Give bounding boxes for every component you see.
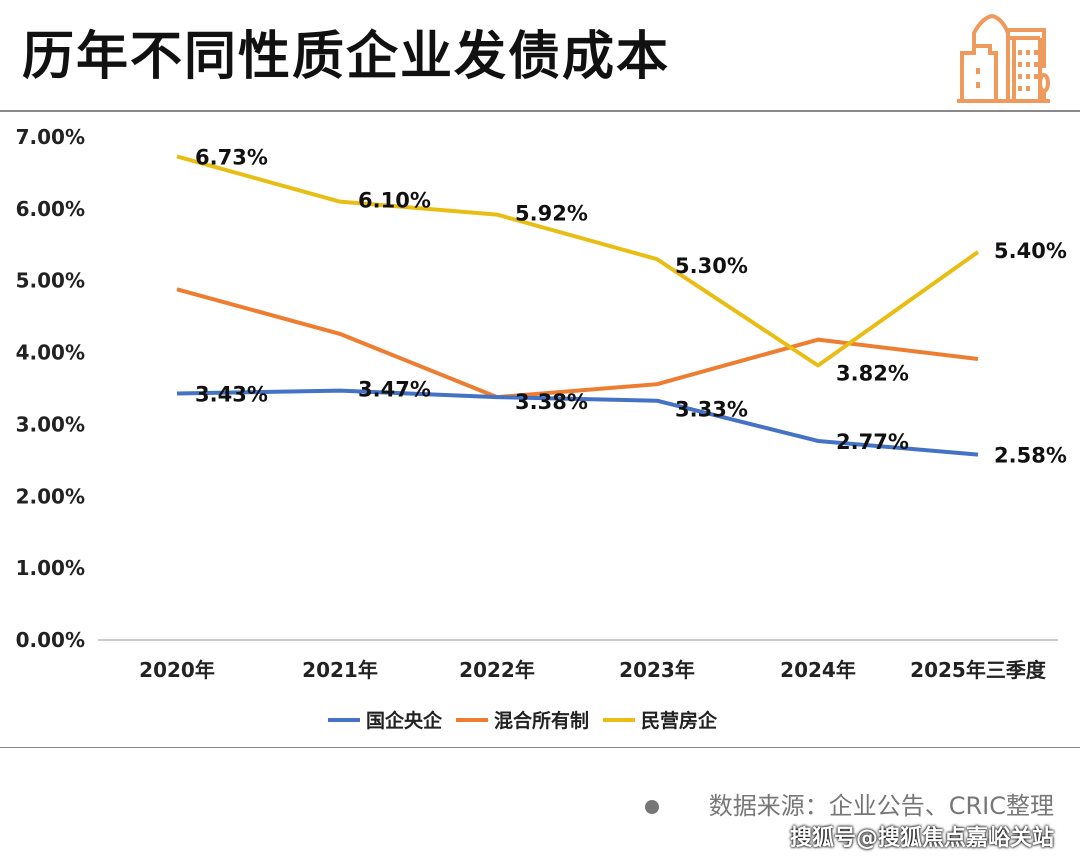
x-tick-label: 2025年三季度	[910, 658, 1047, 682]
page-title: 历年不同性质企业发债成本	[22, 27, 671, 87]
x-tick-label: 2021年	[302, 658, 378, 682]
y-tick-label: 5.00%	[16, 269, 85, 293]
data-label: 3.47%	[358, 378, 431, 402]
y-tick-label: 7.00%	[16, 125, 85, 149]
y-tick-label: 3.00%	[16, 412, 85, 436]
y-tick-label: 6.00%	[16, 197, 85, 221]
y-tick-label: 4.00%	[16, 341, 85, 365]
source-text: 数据来源：企业公告、CRIC整理	[708, 792, 1054, 820]
data-label: 3.43%	[195, 383, 268, 407]
series-line-2	[176, 154, 980, 368]
city-buildings-icon	[957, 13, 1050, 103]
legend-label: 混合所有制	[494, 709, 589, 732]
x-tick-label: 2024年	[780, 658, 856, 682]
data-label: 3.33%	[675, 398, 748, 422]
x-tick-label: 2020年	[139, 658, 215, 682]
source-note: 数据来源：企业公告、CRIC整理	[644, 786, 1054, 821]
data-label: 3.38%	[515, 390, 588, 414]
top-divider	[0, 110, 1080, 112]
x-tick-label: 2023年	[619, 658, 695, 682]
data-label: 5.30%	[675, 254, 748, 278]
x-tick-label: 2022年	[459, 658, 535, 682]
legend-label: 民营房企	[641, 709, 718, 732]
legend-label: 国企央企	[366, 709, 443, 732]
data-label: 5.40%	[994, 239, 1067, 263]
data-label: 5.92%	[515, 202, 588, 226]
series-line-1	[176, 287, 979, 400]
line-chart: 0.00% 1.00% 2.00% 3.00% 4.00% 5.00% 6.00% 7.00%…	[16, 125, 1067, 732]
y-tick-label: 0.00%	[16, 628, 85, 652]
y-tick-label: 2.00%	[16, 484, 85, 508]
bottom-divider	[0, 747, 1080, 748]
bullet-icon	[644, 800, 659, 814]
data-label: 2.77%	[836, 430, 909, 454]
series-line-0	[176, 388, 979, 457]
y-tick-label: 1.00%	[16, 556, 85, 580]
data-label: 3.82%	[836, 362, 909, 386]
data-label: 6.73%	[195, 145, 268, 169]
watermark-footer: 搜狐号@搜狐焦点嘉峪关站	[789, 826, 1054, 851]
data-label: 2.58%	[994, 444, 1067, 468]
data-label: 6.10%	[358, 189, 431, 213]
